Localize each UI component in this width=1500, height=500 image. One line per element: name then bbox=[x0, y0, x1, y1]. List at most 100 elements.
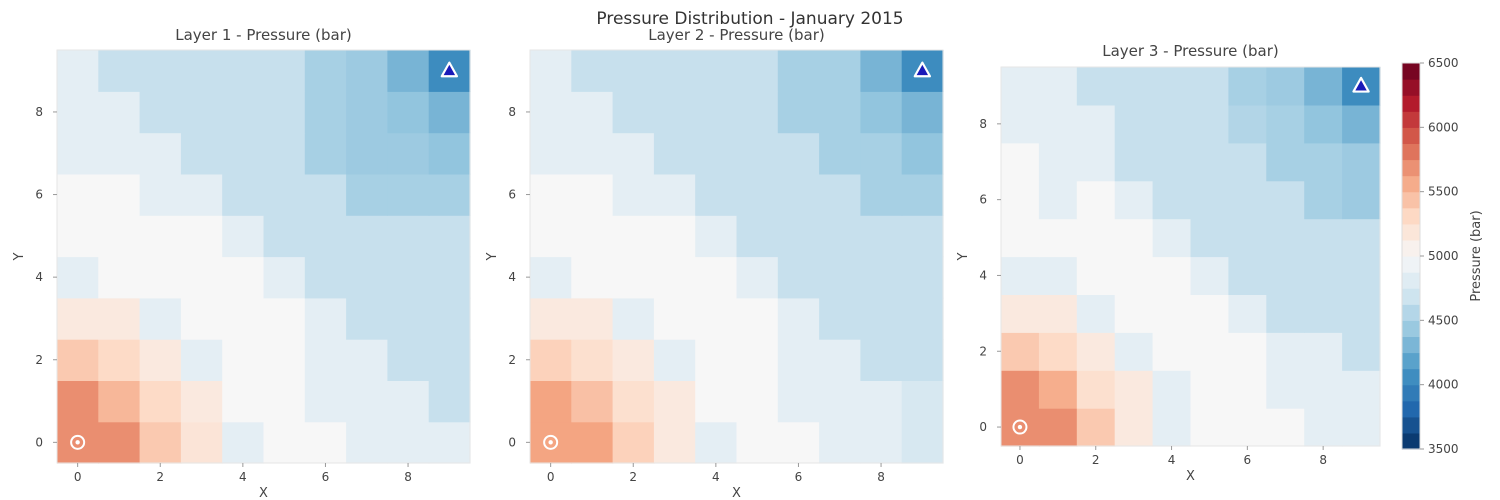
y-tick-label: 2 bbox=[35, 353, 43, 367]
colorbar-segment bbox=[1402, 432, 1420, 450]
heatmap-cell bbox=[695, 132, 738, 175]
heatmap-cell bbox=[1114, 67, 1154, 106]
heatmap-cell bbox=[180, 256, 223, 299]
heatmap-cell bbox=[860, 173, 903, 216]
heatmap-cell bbox=[263, 380, 306, 423]
colorbar-segment bbox=[1402, 272, 1420, 289]
x-tick-label: 2 bbox=[629, 470, 637, 484]
heatmap-cell bbox=[1152, 370, 1192, 409]
x-axis-label: X bbox=[259, 486, 268, 500]
heatmap-cell bbox=[346, 91, 388, 134]
heatmap-cell bbox=[1038, 256, 1078, 295]
heatmap-cell bbox=[1266, 294, 1305, 333]
heatmap-cell bbox=[1266, 332, 1305, 371]
heatmap-cell bbox=[57, 91, 99, 134]
heatmap-cell bbox=[428, 91, 471, 134]
heatmap-cell bbox=[1076, 370, 1116, 409]
heatmap-cell bbox=[653, 132, 696, 175]
heatmap-cell bbox=[695, 215, 738, 258]
producer-well-center bbox=[548, 440, 553, 445]
y-tick-label: 8 bbox=[35, 105, 43, 119]
heatmap-cell bbox=[571, 339, 614, 381]
heatmap-cell bbox=[571, 91, 614, 134]
heatmap-cell bbox=[860, 297, 903, 340]
heatmap-cell bbox=[1038, 67, 1078, 106]
heatmap-cell bbox=[1304, 256, 1343, 295]
heatmap-cell bbox=[612, 215, 655, 258]
heatmap-cell bbox=[139, 339, 182, 381]
heatmap-cell bbox=[1114, 104, 1154, 144]
x-tick-label: 6 bbox=[1244, 453, 1252, 467]
x-axis-label: X bbox=[732, 486, 741, 500]
heatmap-cell bbox=[860, 91, 903, 134]
heatmap-cell bbox=[695, 50, 738, 92]
heatmap-cell bbox=[57, 297, 99, 340]
heatmap-cell bbox=[530, 339, 572, 381]
y-axis-label: Y bbox=[485, 252, 500, 261]
heatmap-cell bbox=[571, 297, 614, 340]
heatmap-cell bbox=[263, 339, 306, 381]
heatmap-cell bbox=[180, 380, 223, 423]
x-tick-label: 8 bbox=[404, 470, 412, 484]
heatmap-cell bbox=[1152, 218, 1192, 258]
heatmap-cell bbox=[1266, 218, 1305, 258]
heatmap-cell bbox=[1114, 180, 1154, 220]
heatmap-cell bbox=[530, 132, 572, 175]
heatmap-cell bbox=[263, 421, 306, 464]
heatmap-cell bbox=[860, 215, 903, 258]
heatmap-cell bbox=[304, 132, 347, 175]
heatmap-cell bbox=[180, 421, 223, 464]
heatmap-cell bbox=[1038, 142, 1078, 182]
heatmap-cell bbox=[1152, 294, 1192, 333]
heatmap-cell bbox=[1152, 180, 1192, 220]
heatmap-panel-2: 0 2 4 6 8 0 2 4 6 8 X Y Layer 2 - Pressure (bar) bbox=[485, 26, 944, 500]
heatmap-cell bbox=[1304, 180, 1343, 220]
heatmap-cell bbox=[387, 421, 430, 464]
x-tick-label: 6 bbox=[795, 470, 803, 484]
heatmap-cell bbox=[695, 297, 738, 340]
heatmap-cell bbox=[139, 256, 182, 299]
heatmap-cell bbox=[1001, 370, 1040, 409]
heatmap-cell bbox=[1266, 408, 1305, 447]
heatmap-cell bbox=[571, 421, 614, 464]
heatmap-cell bbox=[304, 421, 347, 464]
heatmap-cell bbox=[1190, 180, 1229, 220]
heatmap-cell bbox=[1152, 332, 1192, 371]
heatmap-cell bbox=[1228, 180, 1267, 220]
y-tick-label: 4 bbox=[508, 270, 516, 284]
heatmap-cell bbox=[180, 50, 223, 92]
x-tick-label: 0 bbox=[74, 470, 82, 484]
heatmap-cell bbox=[263, 132, 306, 175]
heatmap-panel-1: 0 2 4 6 8 0 2 4 6 8 X Y Layer 1 - Pressure (bar) bbox=[12, 26, 471, 500]
colorbar-segment bbox=[1402, 95, 1420, 112]
heatmap-cell bbox=[263, 297, 306, 340]
heatmap-cell bbox=[346, 132, 388, 175]
heatmap-cell bbox=[571, 50, 614, 92]
heatmap-cell bbox=[1001, 332, 1040, 371]
heatmap-cell bbox=[1228, 294, 1267, 333]
plot-frame bbox=[529, 49, 944, 464]
heatmap-cell bbox=[901, 173, 944, 216]
producer-well-marker bbox=[1012, 419, 1028, 435]
heatmap-cell bbox=[263, 256, 306, 299]
heatmap-cell bbox=[1001, 256, 1040, 295]
heatmap-cell bbox=[1038, 218, 1078, 258]
heatmap-cell bbox=[304, 173, 347, 216]
heatmap-cell bbox=[346, 173, 388, 216]
heatmap-cell bbox=[139, 132, 182, 175]
heatmap-cell bbox=[1001, 218, 1040, 258]
heatmap-cell bbox=[736, 421, 779, 464]
heatmap-cell bbox=[653, 380, 696, 423]
heatmap-cell bbox=[901, 256, 944, 299]
heatmap-cell bbox=[736, 132, 779, 175]
heatmap-cell bbox=[1038, 294, 1078, 333]
heatmap-cell bbox=[57, 339, 99, 381]
colorbar-segment bbox=[1402, 63, 1420, 80]
heatmap-cell bbox=[1190, 104, 1229, 144]
heatmap-cell bbox=[304, 297, 347, 340]
heatmap-cell bbox=[98, 132, 141, 175]
heatmap-cell bbox=[57, 173, 99, 216]
heatmap-cell bbox=[428, 173, 471, 216]
heatmap-cell bbox=[428, 421, 471, 464]
heatmap-cell bbox=[222, 421, 265, 464]
